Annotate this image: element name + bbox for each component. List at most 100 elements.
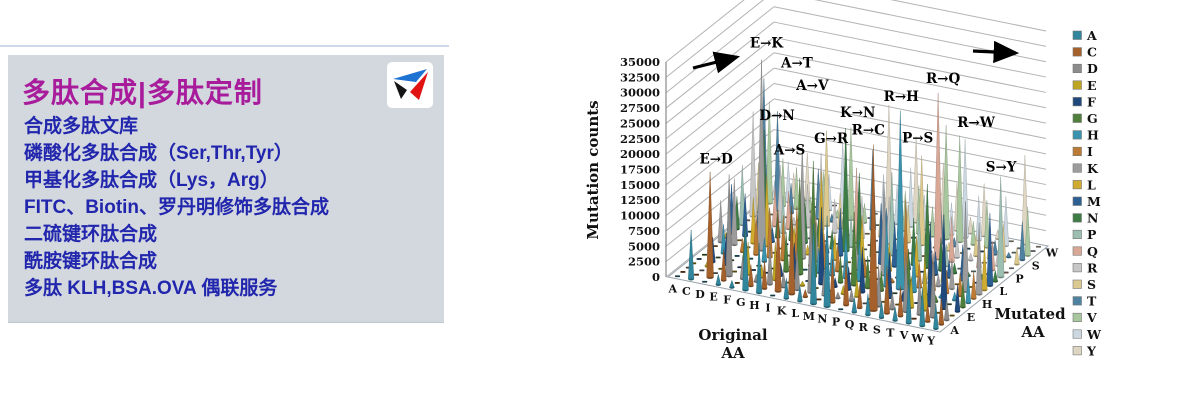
service-link-4[interactable]: 二硫键环肽合成 — [24, 224, 158, 245]
floor-dash — [734, 255, 740, 257]
spike — [753, 213, 760, 255]
legend-swatch — [1072, 97, 1082, 107]
peak-label: E→K — [750, 36, 785, 52]
peak-label: E→D — [699, 152, 733, 168]
service-link-1[interactable]: 磷酸化多肽合成（Ser,Thr,Tyr） — [24, 143, 293, 164]
floor-dash — [694, 273, 699, 276]
spike — [834, 244, 841, 272]
service-link-3[interactable]: FITC、Biotin、罗丹明修饰多肽合成 — [24, 197, 330, 218]
spike — [923, 183, 931, 268]
svg-text:F: F — [723, 293, 731, 306]
spike — [897, 286, 904, 317]
floor-dash — [732, 270, 737, 273]
spike — [739, 164, 746, 225]
peak-label: R→W — [957, 115, 996, 131]
spike — [962, 201, 969, 292]
spike — [929, 253, 937, 318]
spike — [943, 299, 950, 321]
svg-text:32500: 32500 — [620, 70, 660, 84]
spike — [688, 229, 695, 280]
legend-label: D — [1087, 61, 1098, 76]
spike — [952, 291, 958, 301]
spike — [848, 215, 854, 247]
svg-text:Q: Q — [845, 318, 855, 331]
legend-label: Q — [1087, 244, 1098, 259]
legend-label: I — [1087, 144, 1093, 159]
spike — [983, 200, 990, 248]
floor-dash — [864, 232, 870, 235]
service-link-5[interactable]: 酰胺键环肽合成 — [24, 251, 158, 272]
svg-text:V: V — [899, 329, 909, 342]
divider — [0, 45, 449, 47]
spike — [850, 211, 858, 286]
legend-label: K — [1087, 161, 1099, 176]
legend-swatch — [1072, 113, 1082, 123]
spike — [888, 172, 896, 256]
peak-label: R→H — [884, 89, 920, 105]
spike — [868, 144, 878, 311]
floor-dash — [838, 308, 844, 311]
peak-label: K→N — [840, 105, 875, 121]
spike-field — [675, 59, 1041, 330]
spike — [706, 171, 714, 278]
legend-swatch — [1072, 180, 1082, 190]
spike — [865, 293, 871, 315]
svg-text:T: T — [886, 326, 895, 339]
spike — [907, 167, 914, 227]
logo-red-wing — [410, 72, 428, 100]
svg-text:S: S — [873, 324, 881, 337]
spike — [729, 279, 735, 288]
svg-text:AA: AA — [720, 344, 745, 362]
peptide-services-panel: 多肽合成|多肽定制 合成多肽文库 磷酸化多肽合成（Ser,Thr,Tyr） 甲基化多… — [8, 55, 444, 323]
floor-dash — [949, 314, 955, 317]
peak-label: P→S — [902, 131, 933, 147]
y-axis-title: Mutation counts — [584, 100, 602, 239]
spike — [973, 234, 979, 256]
legend-label: V — [1086, 310, 1097, 325]
peak-label: A→T — [780, 55, 813, 71]
spike — [960, 281, 966, 308]
service-link-0[interactable]: 合成多肽文库 — [24, 116, 139, 137]
floor-dash — [734, 282, 740, 284]
svg-text:10000: 10000 — [620, 209, 660, 223]
floor-dash — [892, 292, 898, 295]
floor-dash — [713, 272, 718, 275]
svg-text:C: C — [682, 285, 691, 298]
service-link-6[interactable]: 多肽 KLH,BSA.OVA 偶联服务 — [24, 278, 278, 299]
spike — [742, 223, 749, 291]
floor-dash — [702, 280, 708, 283]
floor-dash — [862, 302, 868, 305]
svg-text:M: M — [803, 310, 815, 323]
spike — [832, 234, 838, 260]
spike — [892, 306, 898, 321]
svg-text:E: E — [709, 291, 717, 304]
svg-text:P: P — [1015, 272, 1023, 285]
spike — [837, 256, 844, 283]
spike — [956, 135, 964, 242]
legend-swatch — [1072, 63, 1082, 73]
legend-label: S — [1087, 277, 1096, 292]
logo-blue-wing — [393, 69, 427, 82]
spike — [822, 130, 831, 226]
floor-dash — [946, 303, 952, 306]
spike — [799, 280, 806, 286]
spike — [968, 252, 974, 261]
svg-text:G: G — [736, 296, 745, 309]
spike — [883, 265, 890, 314]
svg-text:W: W — [1045, 246, 1059, 259]
service-link-2[interactable]: 甲基化多肽合成（Lys，Arg） — [24, 170, 279, 191]
floor-dash — [971, 270, 976, 273]
spike — [949, 258, 955, 289]
spike — [785, 191, 792, 229]
spike — [756, 59, 767, 251]
spike — [933, 304, 939, 329]
svg-text:35000: 35000 — [620, 55, 660, 69]
spike — [731, 178, 738, 245]
legend-swatch — [1072, 312, 1082, 323]
legend-swatch — [1072, 163, 1082, 173]
floor-dash — [696, 258, 702, 260]
